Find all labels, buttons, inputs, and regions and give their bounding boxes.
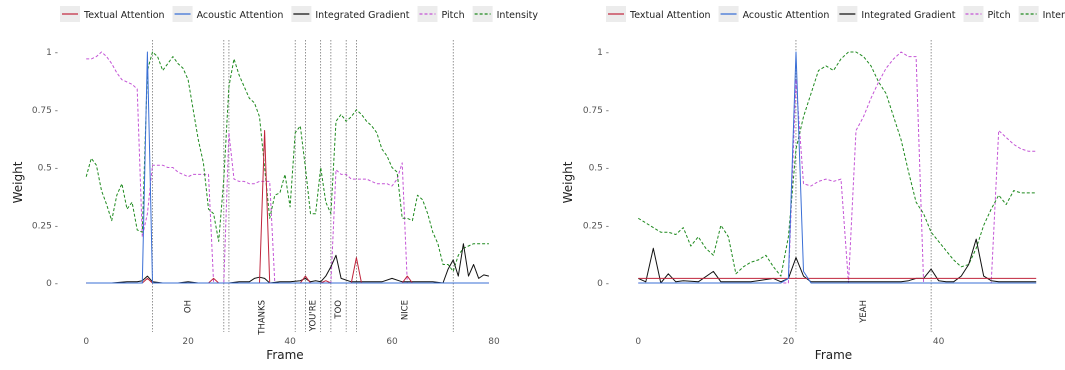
- legend-item: Textual Attention: [606, 6, 711, 22]
- legend-item: Integrated Gradient: [291, 6, 410, 22]
- chart-1: Textual Attention Acoustic Attention Integ…: [11, 6, 538, 362]
- y-tick-label: 0.75 -: [583, 106, 609, 116]
- chart-2: Textual Attention Acoustic Attention Integ…: [561, 6, 1065, 362]
- y-axis-title: Weight: [11, 161, 25, 203]
- legend-item: Pitch: [417, 6, 465, 22]
- word-label: TOO: [334, 300, 344, 320]
- series-line: [85, 51, 489, 272]
- y-tick-label: 0.5 -: [589, 164, 609, 174]
- series-line: [86, 130, 489, 284]
- word-label: YOU'RE: [309, 300, 319, 332]
- legend-item: Pitch: [963, 6, 1011, 22]
- y-tick-label: 0 -: [46, 279, 58, 289]
- y-tick-label: 0.25 -: [32, 221, 58, 231]
- y-tick-label: 0 -: [597, 279, 609, 289]
- legend-item: Integrated Gradient: [837, 6, 956, 22]
- x-tick-label: 80: [488, 337, 500, 347]
- x-tick-label: 0: [635, 337, 641, 347]
- series-line: [86, 243, 490, 284]
- series-line: [86, 51, 489, 284]
- word-label: YEAH: [859, 300, 869, 324]
- series-line: [638, 51, 1037, 284]
- word-label: NICE: [400, 300, 410, 320]
- x-tick-label: 20: [783, 337, 795, 347]
- x-tick-label: 40: [284, 337, 296, 347]
- legend-label: Pitch: [441, 10, 464, 21]
- legend-label: Textual Attention: [83, 10, 165, 21]
- y-tick-label: 0.75 -: [32, 106, 58, 116]
- word-label: THANKS: [258, 300, 268, 336]
- legend: Textual Attention Acoustic Attention Integ…: [60, 6, 538, 22]
- legend-label: Intensity: [497, 10, 539, 21]
- y-tick-label: 0.25 -: [583, 221, 609, 231]
- x-axis-title: Frame: [266, 348, 303, 362]
- legend-label: Integrated Gradient: [315, 10, 409, 21]
- legend-label: Pitch: [987, 10, 1010, 21]
- legend-label: Acoustic Attention: [743, 10, 830, 21]
- y-tick-label: 1 -: [46, 48, 58, 58]
- legend-label: Integrated Gradient: [861, 10, 955, 21]
- x-tick-label: 20: [182, 337, 194, 347]
- legend-label: Intensity: [1043, 10, 1065, 21]
- legend-item: Acoustic Attention: [172, 6, 284, 22]
- legend-label: Acoustic Attention: [197, 10, 284, 21]
- series-line: [86, 51, 489, 284]
- word-label: OH: [184, 300, 194, 313]
- x-tick-label: 40: [933, 337, 945, 347]
- legend-item: Acoustic Attention: [718, 6, 830, 22]
- x-tick-label: 60: [386, 337, 398, 347]
- legend-label: Textual Attention: [629, 10, 711, 21]
- y-axis-title: Weight: [561, 161, 575, 203]
- y-tick-label: 0.5 -: [38, 164, 58, 174]
- legend-item: Intensity: [472, 6, 539, 22]
- legend: Textual Attention Acoustic Attention Integ…: [606, 6, 1065, 22]
- legend-item: Textual Attention: [60, 6, 165, 22]
- x-axis-title: Frame: [815, 348, 852, 362]
- series-line: [638, 238, 1037, 284]
- x-tick-label: 0: [83, 337, 89, 347]
- y-tick-label: 1 -: [597, 48, 609, 58]
- legend-item: Intensity: [1018, 6, 1065, 22]
